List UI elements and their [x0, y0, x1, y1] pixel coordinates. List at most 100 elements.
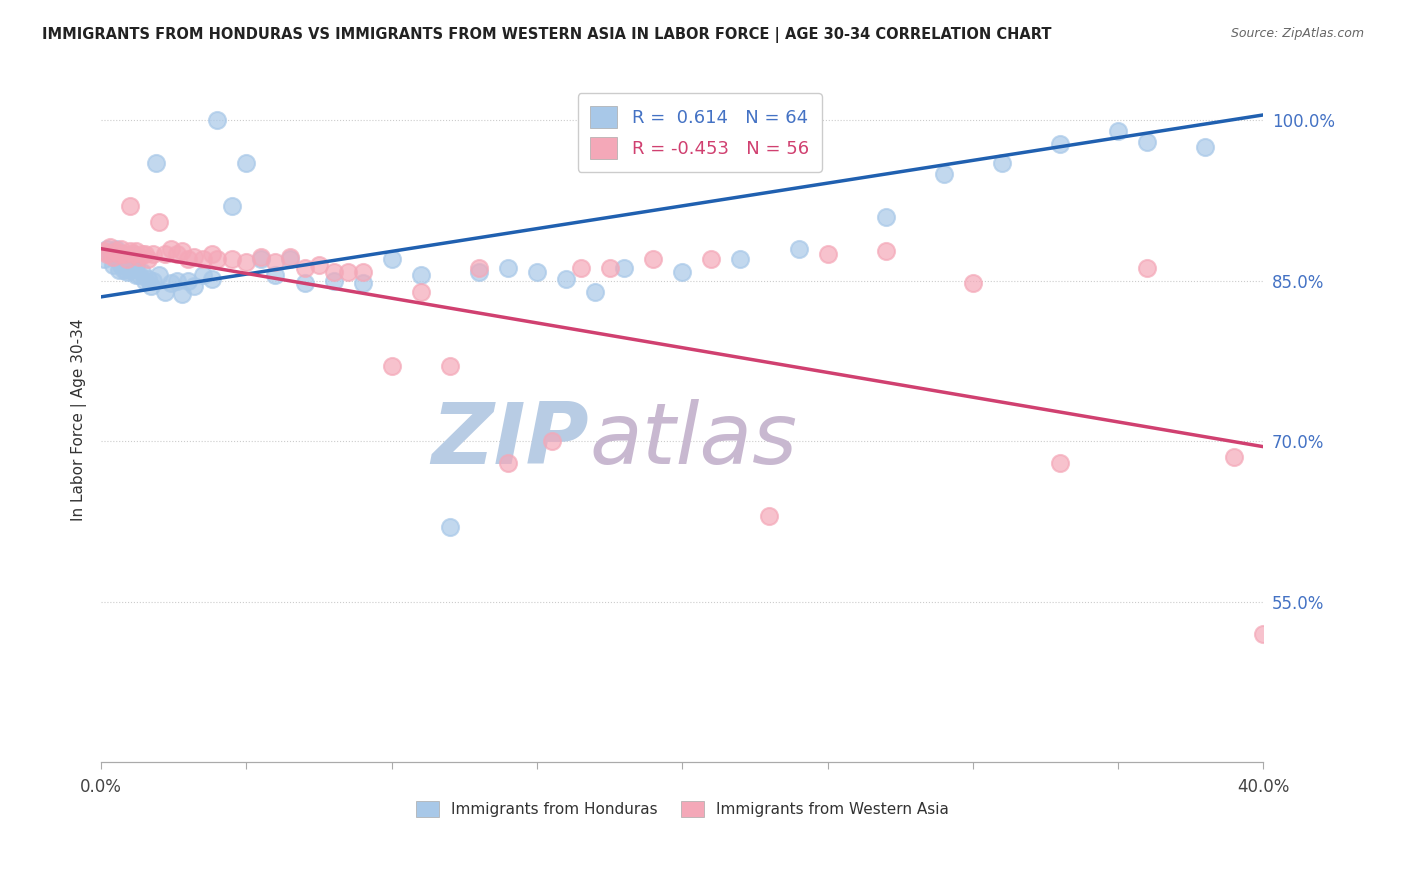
Point: [148, 215, 170, 229]
Point: [468, 260, 491, 275]
Point: [381, 252, 404, 267]
Point: [122, 260, 145, 275]
Point: [409, 268, 432, 283]
Point: [381, 359, 404, 374]
Point: [496, 260, 519, 275]
Point: [583, 285, 606, 299]
Point: [278, 252, 301, 267]
Point: [104, 242, 127, 256]
Text: Source: ZipAtlas.com: Source: ZipAtlas.com: [1230, 27, 1364, 40]
Point: [352, 276, 374, 290]
Point: [250, 250, 273, 264]
Point: [439, 520, 461, 534]
Point: [221, 252, 243, 267]
Point: [172, 244, 194, 258]
Point: [177, 274, 200, 288]
Point: [322, 274, 344, 288]
Point: [294, 276, 316, 290]
Point: [120, 244, 142, 258]
Point: [294, 260, 316, 275]
Point: [1223, 450, 1246, 465]
Point: [136, 271, 159, 285]
Point: [104, 252, 127, 267]
Point: [991, 156, 1014, 170]
Point: [128, 268, 150, 283]
Point: [526, 265, 548, 279]
Point: [1136, 135, 1159, 149]
Point: [337, 265, 360, 279]
Point: [200, 271, 222, 285]
Point: [120, 199, 142, 213]
Point: [468, 265, 491, 279]
Point: [96, 247, 118, 261]
Point: [264, 268, 287, 283]
Point: [1253, 627, 1275, 641]
Point: [93, 244, 115, 258]
Point: [160, 242, 183, 256]
Point: [250, 252, 273, 267]
Point: [352, 265, 374, 279]
Point: [875, 210, 897, 224]
Point: [112, 252, 135, 267]
Point: [93, 252, 115, 267]
Point: [107, 247, 129, 261]
Point: [110, 258, 132, 272]
Legend: Immigrants from Honduras, Immigrants from Western Asia: Immigrants from Honduras, Immigrants fro…: [409, 795, 955, 823]
Point: [101, 258, 124, 272]
Point: [700, 252, 723, 267]
Point: [131, 247, 153, 261]
Point: [120, 263, 142, 277]
Point: [1049, 136, 1071, 151]
Point: [125, 244, 148, 258]
Point: [136, 252, 159, 267]
Point: [125, 268, 148, 283]
Point: [177, 252, 200, 267]
Point: [134, 274, 156, 288]
Point: [107, 247, 129, 261]
Point: [131, 265, 153, 279]
Point: [599, 260, 621, 275]
Point: [142, 247, 165, 261]
Point: [787, 242, 810, 256]
Point: [160, 276, 183, 290]
Point: [112, 247, 135, 261]
Point: [191, 268, 214, 283]
Point: [166, 247, 188, 261]
Point: [125, 258, 148, 272]
Point: [139, 279, 162, 293]
Point: [145, 156, 167, 170]
Point: [221, 199, 243, 213]
Point: [643, 252, 665, 267]
Point: [730, 252, 752, 267]
Point: [613, 260, 636, 275]
Point: [110, 247, 132, 261]
Text: ZIP: ZIP: [432, 399, 589, 482]
Point: [875, 244, 897, 258]
Point: [200, 247, 222, 261]
Point: [207, 252, 229, 267]
Point: [758, 509, 780, 524]
Point: [104, 244, 127, 258]
Point: [148, 268, 170, 283]
Point: [496, 456, 519, 470]
Point: [134, 247, 156, 261]
Point: [107, 263, 129, 277]
Point: [264, 254, 287, 268]
Point: [110, 242, 132, 256]
Point: [183, 250, 205, 264]
Point: [555, 271, 578, 285]
Point: [540, 434, 562, 449]
Point: [962, 276, 984, 290]
Point: [207, 113, 229, 128]
Point: [409, 285, 432, 299]
Point: [235, 254, 257, 268]
Point: [122, 247, 145, 261]
Point: [166, 274, 188, 288]
Point: [1107, 124, 1129, 138]
Point: [308, 258, 330, 272]
Point: [98, 247, 121, 261]
Y-axis label: In Labor Force | Age 30-34: In Labor Force | Age 30-34: [72, 318, 87, 521]
Point: [671, 265, 693, 279]
Point: [235, 156, 257, 170]
Text: IMMIGRANTS FROM HONDURAS VS IMMIGRANTS FROM WESTERN ASIA IN LABOR FORCE | AGE 30: IMMIGRANTS FROM HONDURAS VS IMMIGRANTS F…: [42, 27, 1052, 43]
